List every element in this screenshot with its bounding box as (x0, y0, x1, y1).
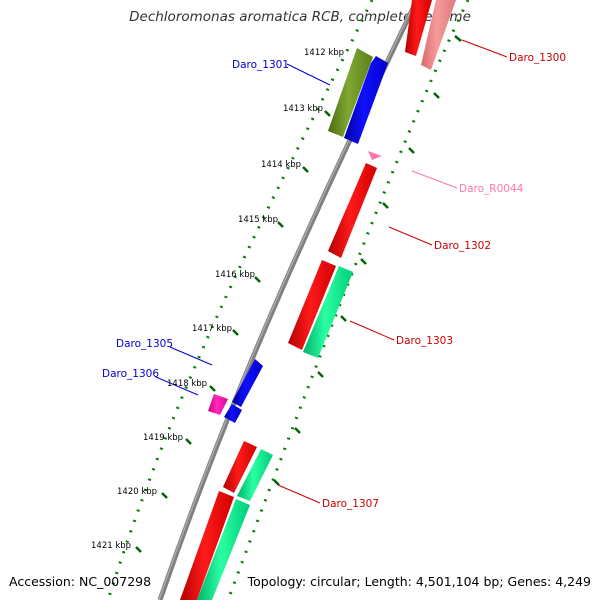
leader-daro-1302 (388, 226, 433, 246)
leader-daro-1300 (461, 39, 508, 58)
gene-daro-1303-red[interactable] (288, 260, 336, 350)
gene-daro-r0044[interactable] (368, 151, 382, 160)
leader-daro-r0044 (411, 170, 458, 189)
gene-daro-1300-red[interactable] (405, 0, 432, 56)
kbp-label-1414: 1414 kbp (261, 160, 301, 170)
gene-label-daro-r0044[interactable]: Daro_R0044 (459, 183, 524, 195)
leader-daro-1303 (349, 320, 395, 341)
genome-backbone (157, 0, 420, 600)
kbp-label-1416: 1416 kbp (215, 270, 255, 280)
kbp-label-1417: 1417 kbp (192, 324, 232, 334)
kbp-label-1412: 1412 kbp (304, 48, 344, 58)
outer-major-ticks (273, 35, 462, 486)
gene-bottom-red[interactable] (180, 491, 234, 600)
outer-tick-ring (226, 0, 470, 600)
gene-daro-1301-blue[interactable] (344, 56, 388, 144)
gene-daro-1303-green[interactable] (303, 266, 353, 358)
gene-label-daro-1303[interactable]: Daro_1303 (396, 335, 453, 347)
leader-daro-1305 (169, 346, 213, 366)
gene-label-daro-1307[interactable]: Daro_1307 (322, 498, 379, 510)
gene-label-daro-1306[interactable]: Daro_1306 (102, 368, 159, 380)
leader-daro-1307 (277, 484, 321, 504)
gene-bottom-green[interactable] (197, 499, 250, 600)
kbp-label-1419: 1419 kbp (143, 433, 183, 443)
gene-daro-1305-blue[interactable] (232, 359, 263, 407)
gene-label-daro-1305[interactable]: Daro_1305 (116, 338, 173, 350)
gene-label-daro-1300[interactable]: Daro_1300 (509, 52, 566, 64)
kbp-label-1418: 1418 kbp (167, 379, 207, 389)
leader-daro-1306 (155, 376, 199, 396)
gene-daro-1306-blue[interactable] (224, 404, 242, 423)
gene-olive[interactable] (328, 48, 373, 137)
map-title: Dechloromonas aromatica RCB, complete ge… (129, 9, 471, 25)
gene-daro-1302-red[interactable] (328, 163, 377, 258)
gene-label-daro-1302[interactable]: Daro_1302 (434, 240, 491, 252)
kbp-label-1421: 1421 kbp (91, 541, 131, 551)
gene-label-daro-1301[interactable]: Daro_1301 (232, 59, 289, 71)
gene-daro-1300-pink[interactable] (421, 0, 456, 70)
kbp-label-1415: 1415 kbp (238, 215, 278, 225)
accession-text: Accession: NC_007298 (9, 574, 152, 589)
gene-daro-1307-red[interactable] (223, 441, 257, 493)
kbp-label-1413: 1413 kbp (283, 104, 323, 114)
topology-summary-text: Topology: circular; Length: 4,501,104 bp… (247, 574, 591, 589)
leader-daro-1301 (286, 63, 331, 86)
gene-daro-1307-green[interactable] (237, 449, 273, 501)
gene-magenta[interactable] (208, 394, 228, 415)
kbp-label-1420: 1420 kbp (117, 487, 157, 497)
inner-major-ticks (135, 57, 362, 553)
